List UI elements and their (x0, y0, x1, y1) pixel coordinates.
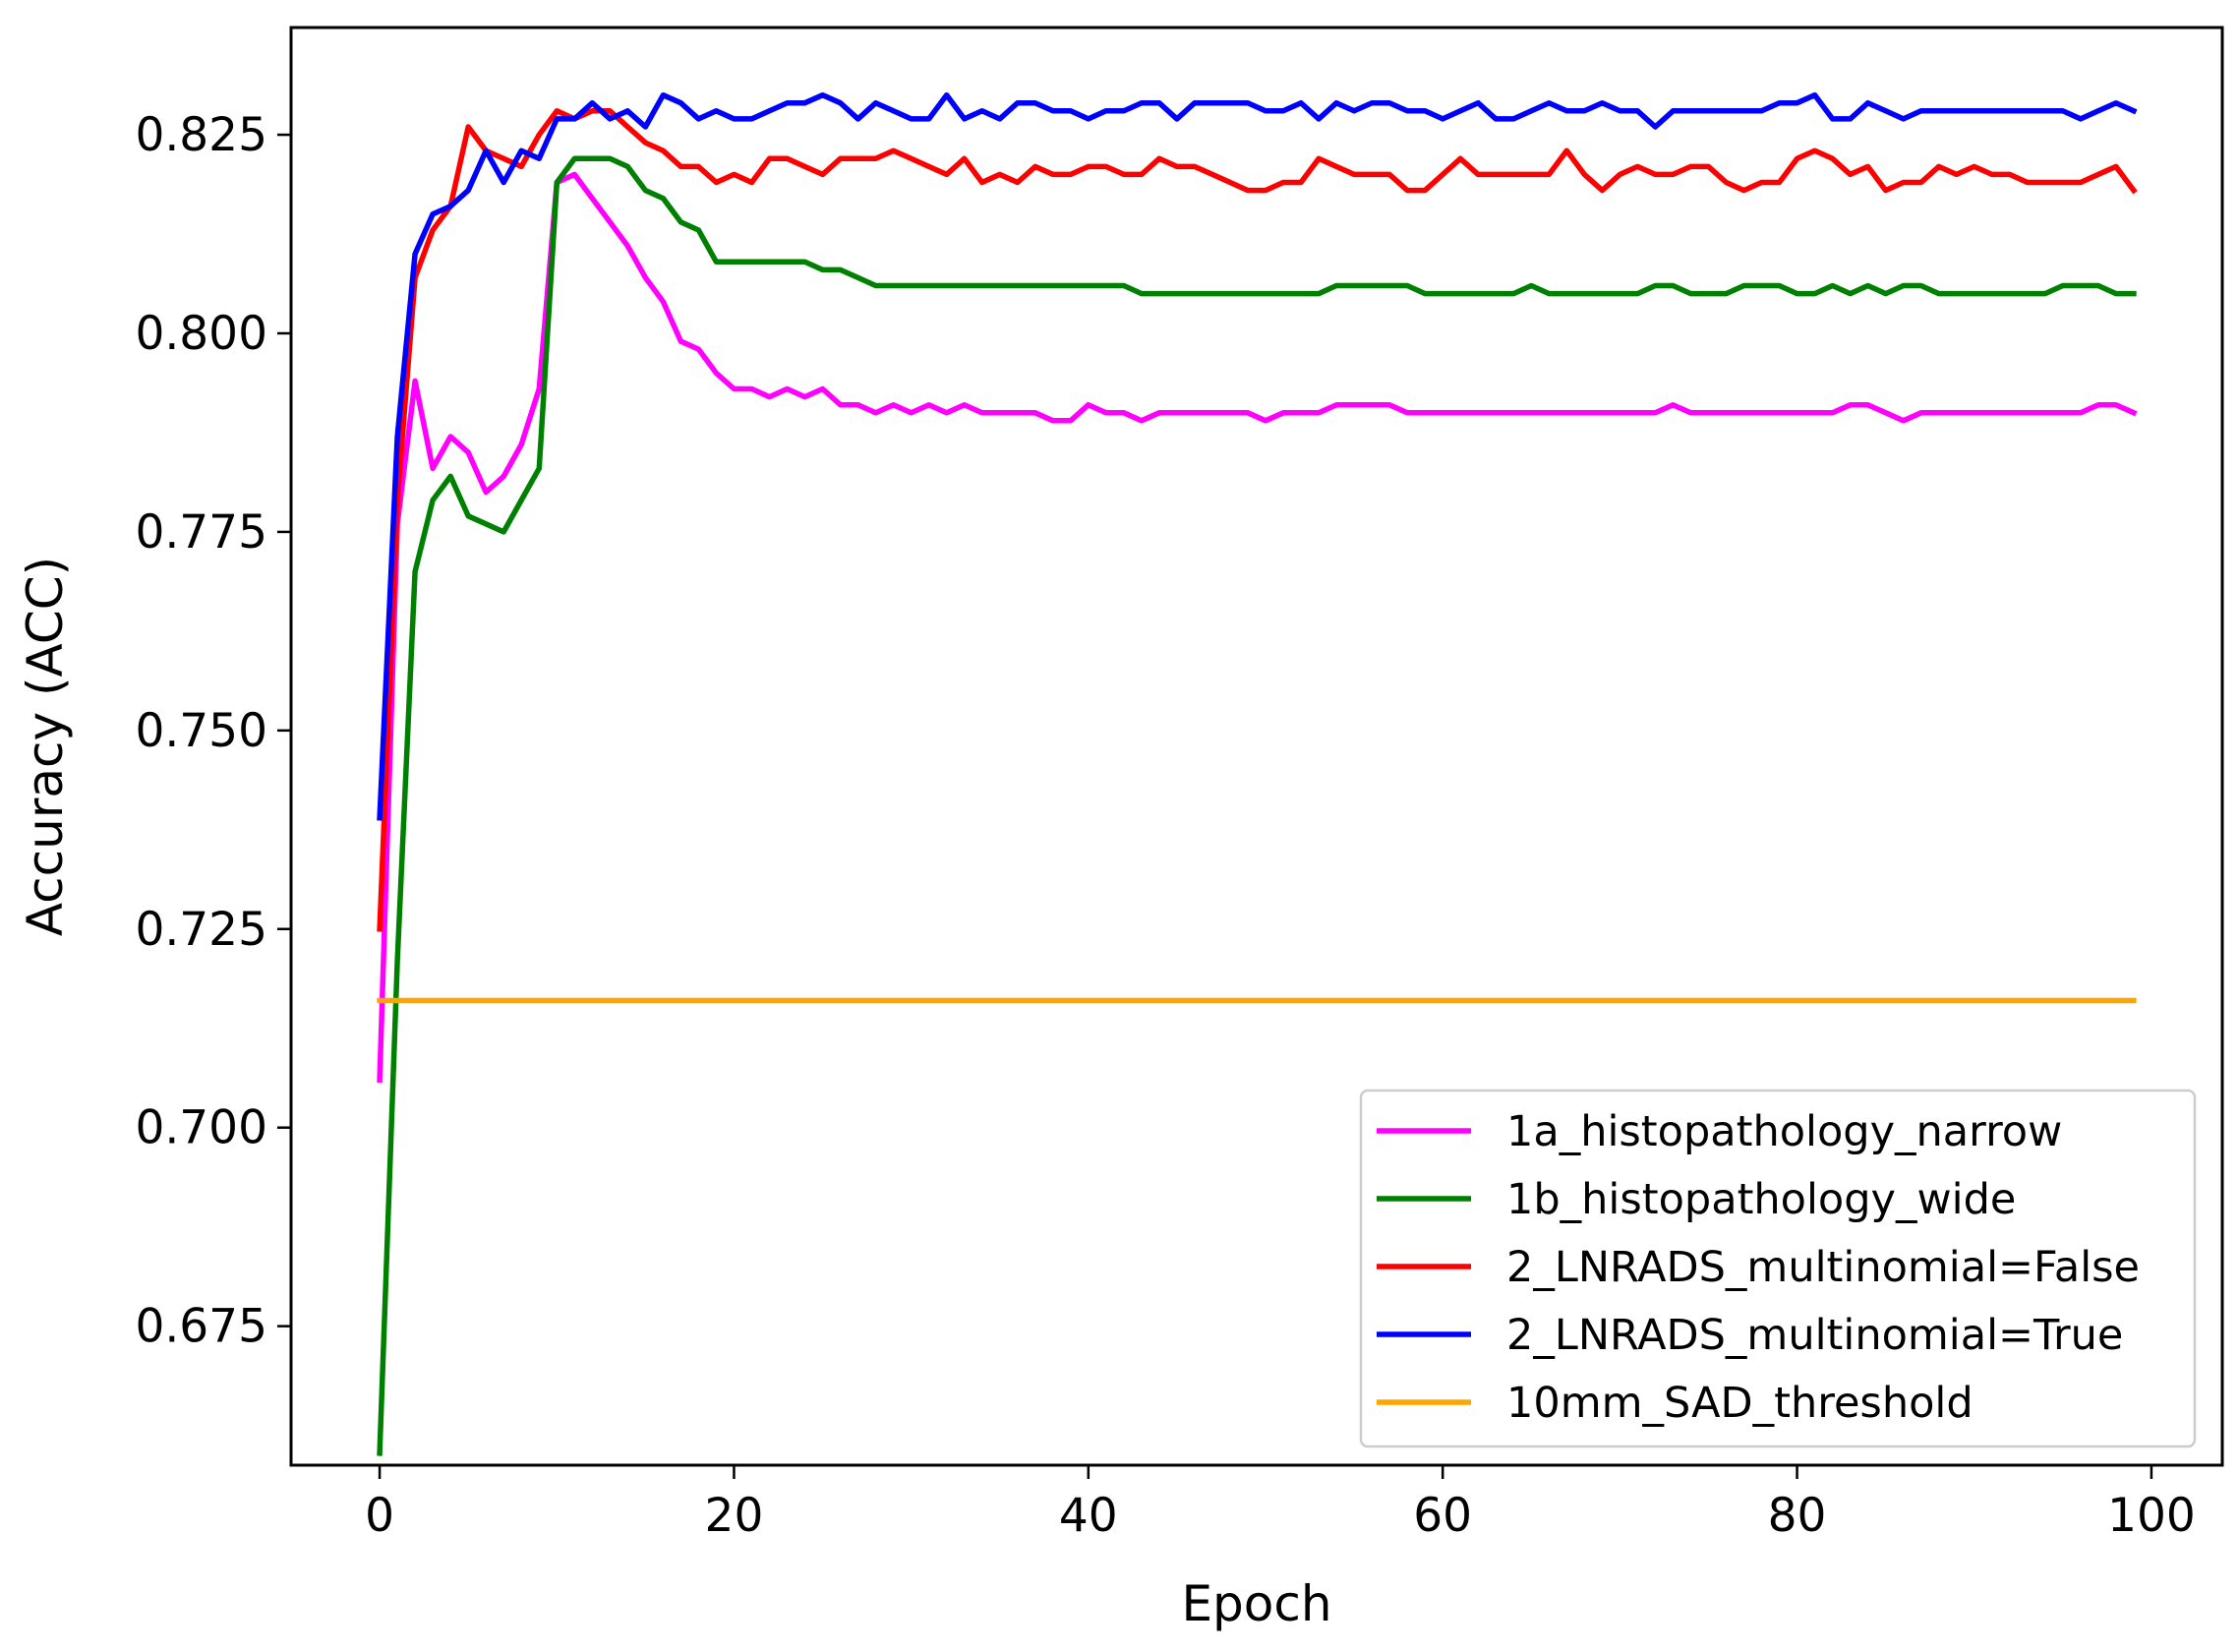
x-tick-label: 80 (1768, 1489, 1827, 1543)
legend-label: 10mm_SAD_threshold (1506, 1379, 1974, 1428)
legend: 1a_histopathology_narrow 1b_histopatholog… (1359, 1089, 2197, 1448)
x-axis-label: Epoch (1181, 1575, 1331, 1632)
y-tick-label: 0.825 (135, 108, 267, 162)
y-tick-label: 0.725 (135, 903, 267, 957)
y-tick-label: 0.700 (135, 1101, 267, 1155)
x-tick-label: 0 (365, 1489, 394, 1543)
legend-label: 2_LNRADS_multinomial=False (1506, 1243, 2140, 1292)
x-tick-label: 60 (1413, 1489, 1472, 1543)
legend-label: 1b_histopathology_wide (1506, 1175, 2016, 1224)
legend-label: 1a_histopathology_narrow (1506, 1107, 2062, 1156)
series-line-2 (377, 155, 2137, 1456)
x-axis: 0 20 40 60 80 100 (365, 1465, 2196, 1543)
legend-box (1359, 1089, 2197, 1448)
x-tick-label: 40 (1059, 1489, 1118, 1543)
y-axis-label: Accuracy (ACC) (17, 557, 74, 936)
y-tick-label: 0.775 (135, 505, 267, 560)
series-line-3 (377, 108, 2138, 932)
series-line-4 (377, 91, 2138, 821)
y-tick-label: 0.800 (135, 307, 267, 361)
series-layer (377, 91, 2138, 1456)
x-tick-label: 20 (705, 1489, 764, 1543)
plot-frame (289, 26, 2224, 1467)
series-line-1 (377, 171, 2138, 1084)
x-tick-label: 100 (2107, 1489, 2196, 1543)
y-axis: 0.675 0.700 0.725 0.750 0.775 0.800 0.825 (135, 108, 291, 1354)
legend-label: 2_LNRADS_multinomial=True (1506, 1311, 2123, 1360)
y-tick-label: 0.675 (135, 1300, 267, 1354)
y-tick-label: 0.750 (135, 704, 267, 758)
